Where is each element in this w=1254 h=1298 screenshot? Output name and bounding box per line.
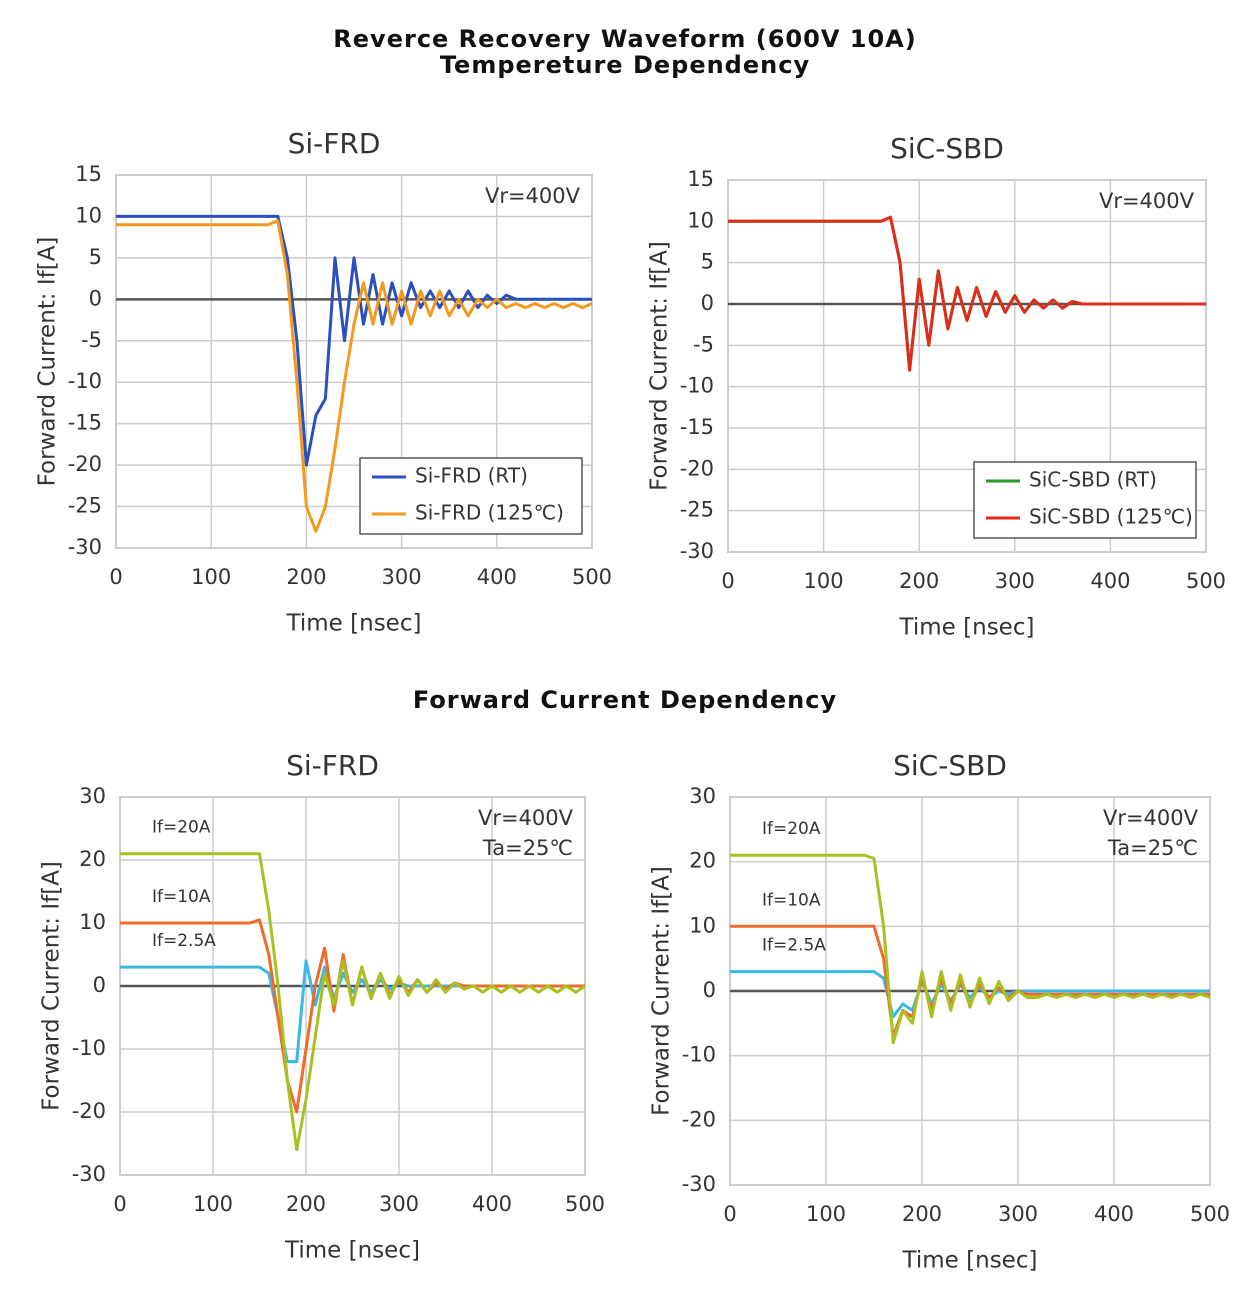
series-label: If=2.5A: [762, 936, 826, 956]
data-line: [730, 853, 1211, 1045]
data-line: [730, 970, 1210, 1019]
legend-box: [359, 457, 583, 535]
y-tick-label: 0: [93, 973, 106, 997]
y-tick-label: -15: [68, 411, 102, 435]
annotation: Vr=400V: [1099, 189, 1195, 213]
y-tick-label: -5: [693, 332, 714, 356]
series-label: If=20A: [762, 819, 821, 839]
y-tick-label: -20: [682, 1107, 716, 1131]
y-tick-label: 30: [79, 784, 106, 808]
y-tick-label: 0: [89, 286, 102, 310]
chart-title: Si-FRD: [288, 127, 381, 160]
annotation: Ta=25℃: [1107, 836, 1198, 860]
x-tick-label: 500: [572, 565, 612, 589]
y-tick-label: 15: [75, 162, 102, 186]
x-tick-label: 400: [1094, 1202, 1134, 1226]
y-tick-label: 15: [687, 167, 714, 191]
x-tick-label: 100: [804, 569, 844, 593]
legend-label: SiC-SBD (125℃): [1029, 505, 1193, 529]
x-axis-label: Time [nsec]: [284, 1238, 420, 1264]
data-line: [728, 215, 1206, 372]
y-tick-label: 0: [703, 978, 716, 1002]
x-tick-label: 400: [477, 565, 517, 589]
x-tick-label: 0: [109, 565, 122, 589]
y-tick-label: -25: [680, 498, 714, 522]
x-tick-label: 200: [902, 1202, 942, 1226]
annotation: Vr=400V: [485, 184, 581, 208]
y-tick-label: 30: [689, 784, 716, 808]
y-tick-label: -20: [680, 456, 714, 480]
data-line: [116, 214, 592, 467]
section-title: Reverce Recovery Waveform (600V 10A): [333, 25, 916, 53]
chart-title: SiC-SBD: [890, 132, 1004, 165]
y-tick-label: -20: [68, 452, 102, 476]
series-label: If=20A: [152, 818, 211, 838]
series-label: If=2.5A: [152, 931, 216, 951]
y-tick-label: -30: [682, 1172, 716, 1196]
y-tick-label: 5: [89, 245, 102, 269]
legend-label: Si-FRD (125℃): [415, 501, 564, 525]
y-tick-label: -10: [72, 1036, 106, 1060]
y-tick-label: -25: [68, 494, 102, 518]
section-title: Forward Current Dependency: [413, 686, 837, 714]
y-tick-label: 10: [75, 203, 102, 227]
series-label: If=10A: [152, 887, 211, 907]
x-tick-label: 200: [286, 1192, 326, 1216]
x-tick-label: 500: [1190, 1202, 1230, 1226]
y-tick-label: -30: [68, 535, 102, 559]
data-line: [120, 852, 586, 1152]
y-axis-label: Forward Current: If[A]: [35, 237, 61, 487]
y-tick-label: 0: [701, 291, 714, 315]
x-tick-label: 200: [899, 569, 939, 593]
x-tick-label: 0: [721, 569, 734, 593]
x-tick-label: 100: [193, 1192, 233, 1216]
x-tick-label: 100: [806, 1202, 846, 1226]
annotation: Vr=400V: [478, 806, 574, 830]
annotation: Ta=25℃: [482, 836, 573, 860]
x-tick-label: 300: [382, 565, 422, 589]
annotation: Vr=400V: [1103, 806, 1199, 830]
x-axis-label: Time [nsec]: [902, 1248, 1038, 1274]
data-line: [116, 219, 593, 533]
y-tick-label: 10: [79, 910, 106, 934]
y-axis-label: Forward Current: If[A]: [647, 241, 673, 491]
legend-label: SiC-SBD (RT): [1029, 468, 1157, 492]
x-tick-label: 300: [379, 1192, 419, 1216]
x-tick-label: 500: [565, 1192, 605, 1216]
legend-label: Si-FRD (RT): [415, 464, 528, 488]
y-tick-label: -5: [81, 328, 102, 352]
x-tick-label: 0: [723, 1202, 736, 1226]
series-label: If=10A: [762, 890, 821, 910]
section-subtitle: Tempereture Dependency: [440, 51, 810, 79]
y-tick-label: 10: [689, 913, 716, 937]
x-tick-label: 400: [1090, 569, 1130, 593]
y-tick-label: -30: [680, 539, 714, 563]
x-tick-label: 400: [472, 1192, 512, 1216]
y-tick-label: -10: [680, 374, 714, 398]
y-tick-label: -30: [72, 1162, 106, 1186]
y-tick-label: 20: [79, 847, 106, 871]
y-tick-label: -10: [68, 369, 102, 393]
x-tick-label: 500: [1186, 569, 1226, 593]
y-tick-label: -15: [680, 415, 714, 439]
x-tick-label: 300: [995, 569, 1035, 593]
y-tick-label: 5: [701, 250, 714, 274]
y-tick-label: 20: [689, 849, 716, 873]
x-tick-label: 100: [191, 565, 231, 589]
chart-title: Si-FRD: [286, 749, 379, 782]
chart-title: SiC-SBD: [893, 749, 1007, 782]
legend-box: [973, 461, 1197, 539]
y-tick-label: -20: [72, 1099, 106, 1123]
x-axis-label: Time [nsec]: [286, 611, 422, 637]
x-tick-label: 200: [286, 565, 326, 589]
x-tick-label: 300: [998, 1202, 1038, 1226]
y-tick-label: -10: [682, 1043, 716, 1067]
x-axis-label: Time [nsec]: [899, 615, 1035, 641]
y-axis-label: Forward Current: If[A]: [39, 861, 65, 1111]
y-axis-label: Forward Current: If[A]: [649, 866, 675, 1116]
x-tick-label: 0: [113, 1192, 126, 1216]
y-tick-label: 10: [687, 208, 714, 232]
